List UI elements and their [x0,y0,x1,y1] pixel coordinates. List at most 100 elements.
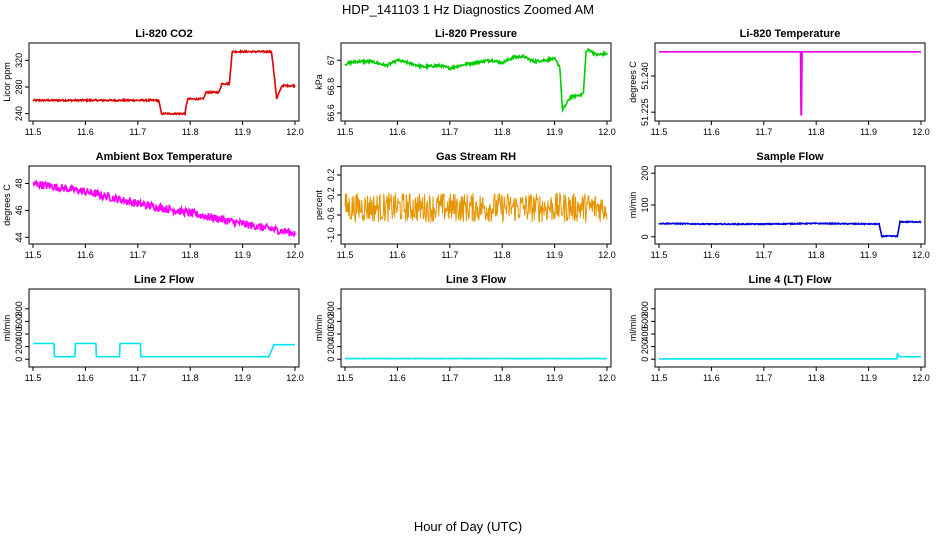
x-tick-label: 11.7 [755,250,772,260]
x-tick-label: 11.9 [546,250,563,260]
x-tick-label: 11.7 [755,127,772,137]
chart-panel-4: Ambient Box Temperature 11.5 11.6 11.7 11.8 1… [2,151,304,260]
x-tick-label: 11.7 [441,250,458,260]
x-tick-label: 12.0 [598,127,616,137]
y-tick-label: 320 [14,53,24,68]
x-tick-label: 11.6 [703,373,720,383]
y-tick-label: 400 [326,326,336,341]
y-axis-label: kPa [314,74,324,90]
x-tick-label: 11.7 [755,373,772,383]
x-tick-label: 11.5 [337,127,354,137]
plot-frame [28,42,300,122]
x-tick-label: 11.8 [182,127,199,137]
panel-title: Gas Stream RH [436,151,516,163]
y-tick-label: 280 [14,79,24,94]
x-tick-label: 11.5 [25,373,42,383]
x-tick-label: 11.8 [808,373,825,383]
y-axis-label: percent [314,189,324,220]
y-tick-label: -1.0 [326,227,336,243]
figure-title: HDP_141103 1 Hz Diagnostics Zoomed AM [342,2,594,17]
y-tick-label: 100 [640,197,650,212]
data-series [658,219,922,239]
x-tick-label: 11.5 [25,127,42,137]
panel-title: Ambient Box Temperature [96,151,233,163]
x-tick-label: 12.0 [912,373,930,383]
y-tick-label: 66.6 [326,104,336,122]
y-tick-label: 0 [326,357,336,362]
x-tick-label: 11.6 [703,127,720,137]
y-tick-label: 0 [640,234,650,239]
y-tick-label: 800 [326,301,336,316]
y-tick-label: 200 [14,339,24,354]
y-tick-label: 0 [14,357,24,362]
data-series [33,342,295,358]
y-tick-label: 46 [14,205,24,215]
x-tick-label: 12.0 [598,373,616,383]
y-axis-label: ml/min [628,192,638,219]
x-tick-label: 11.7 [441,127,458,137]
y-tick-label: 200 [640,339,650,354]
y-tick-label: 600 [14,314,24,329]
figure-xlabel: Hour of Day (UTC) [414,519,522,534]
x-tick-label: 11.8 [808,127,825,137]
x-tick-label: 11.9 [860,127,877,137]
plot-frame [340,42,612,122]
x-tick-label: 11.5 [337,250,354,260]
x-tick-label: 12.0 [598,250,616,260]
chart-panel-6: Sample Flow 11.5 11.6 11.7 11.8 11.9 12.0 0 100 2… [628,151,930,260]
x-tick-label: 11.8 [494,127,511,137]
x-tick-label: 11.8 [182,250,199,260]
plot-frame [654,288,926,368]
chart-panel-9: Line 4 (LT) Flow 11.5 11.6 11.7 11.8 11.9 12.0… [628,274,930,383]
panel-grid: Li-820 CO2 11.5 11.6 11.7 11.8 11.9 12.0 240 280… [2,28,930,383]
x-tick-label: 11.8 [494,373,511,383]
y-tick-label: 0.2 [326,169,336,182]
x-tick-label: 11.6 [77,250,94,260]
x-tick-label: 12.0 [912,250,930,260]
x-tick-label: 11.6 [77,127,94,137]
chart-panel-2: Li-820 Pressure 11.5 11.6 11.7 11.8 11.9 12.0 6… [314,28,616,137]
panel-title: Line 3 Flow [446,274,506,286]
y-tick-label: 0 [640,357,650,362]
x-tick-label: 11.5 [25,250,42,260]
x-tick-label: 11.5 [651,127,668,137]
x-tick-label: 11.8 [808,250,825,260]
x-tick-label: 11.7 [129,250,146,260]
y-tick-label: 400 [14,326,24,341]
x-tick-label: 11.6 [389,373,406,383]
chart-panel-3: Li-820 Temperature 11.5 11.6 11.7 11.8 11.9 12… [628,28,930,137]
plot-frame [654,42,926,122]
y-axis-label: Licor ppm [2,62,12,102]
x-tick-label: 11.9 [234,250,251,260]
x-tick-label: 11.9 [860,373,877,383]
y-axis-label: ml/min [2,315,12,342]
data-series [344,48,608,114]
chart-panel-1: Li-820 CO2 11.5 11.6 11.7 11.8 11.9 12.0 240 280… [2,28,304,137]
x-tick-label: 11.8 [494,250,511,260]
x-tick-label: 11.9 [234,373,251,383]
y-tick-label: 200 [326,339,336,354]
y-tick-label: -0.2 [326,187,336,203]
data-series [659,352,921,360]
x-tick-label: 11.6 [703,250,720,260]
y-tick-label: 600 [326,314,336,329]
y-tick-label: 66.8 [326,78,336,96]
y-tick-label: 51.240 [640,62,650,90]
x-tick-label: 11.5 [337,373,354,383]
data-series [32,178,296,238]
y-axis-label: degrees C [2,184,12,226]
y-tick-label: 48 [14,178,24,188]
x-tick-label: 11.5 [651,250,668,260]
y-axis-label: degrees C [628,61,638,103]
y-tick-label: 51.225 [640,98,650,126]
panel-title: Li-820 Temperature [740,28,841,40]
x-tick-label: 11.6 [389,127,406,137]
y-tick-label: 800 [14,301,24,316]
plot-frame [28,165,300,245]
y-tick-label: 44 [14,232,24,242]
y-tick-label: 600 [640,314,650,329]
x-tick-label: 11.9 [860,250,877,260]
panel-title: Line 2 Flow [134,274,194,286]
x-tick-label: 12.0 [286,250,304,260]
